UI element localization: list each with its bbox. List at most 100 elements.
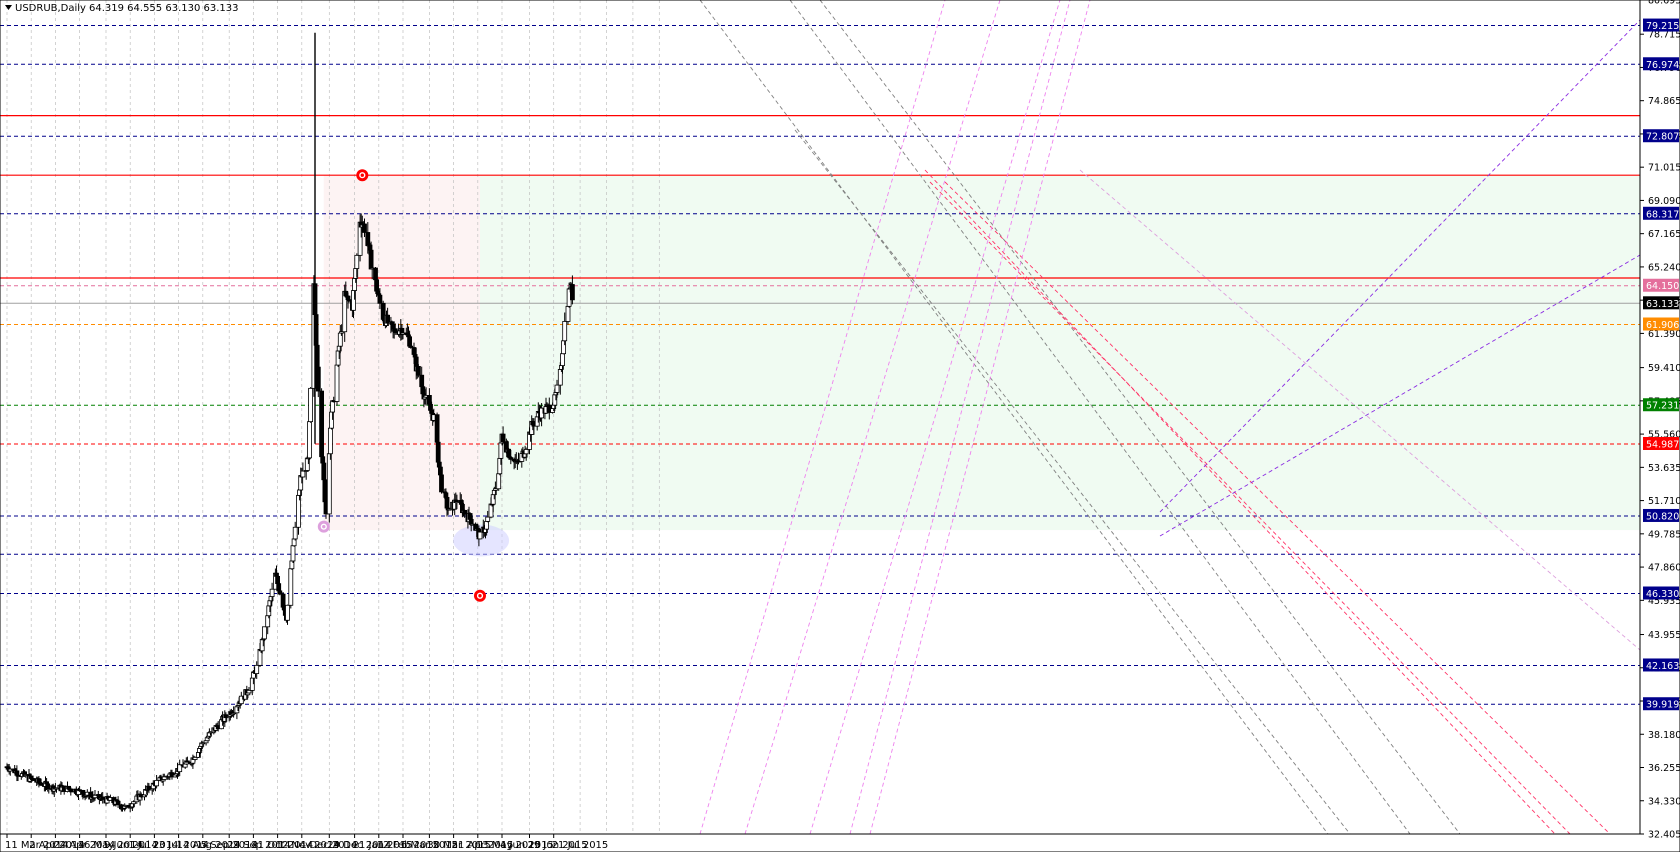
- event-marker: [474, 589, 486, 602]
- candle-body: [131, 801, 136, 805]
- candle-body: [315, 366, 321, 392]
- candle-body: [280, 593, 286, 608]
- price-label-box: [1643, 436, 1679, 450]
- x-tick-label: 9 Jun 2014: [104, 840, 158, 851]
- x-tick-label: 30 Mar 2015: [427, 840, 490, 851]
- y-tick-label: 71.015: [1648, 163, 1680, 174]
- candle-body: [338, 331, 344, 334]
- x-tick-label: 4 Jun 2015: [500, 840, 554, 851]
- price-label-box: [1643, 57, 1679, 71]
- candle-body: [231, 712, 237, 715]
- x-tick-label: 29 Sep 2014: [227, 840, 290, 851]
- candle-body: [200, 742, 206, 745]
- x-tick-label: 21 Jan 2015: [353, 840, 413, 851]
- pink-zone: [323, 175, 480, 531]
- event-marker: [317, 520, 330, 533]
- y-tick-label: 80.695: [1648, 0, 1680, 7]
- price-label-box: [1643, 129, 1679, 143]
- candle-body: [408, 345, 414, 348]
- trend-line: [809, 0, 1061, 835]
- candle-body: [307, 421, 312, 459]
- dropdown-triangle-icon[interactable]: [5, 5, 12, 10]
- candle-body: [154, 780, 160, 787]
- trend-line: [699, 0, 1329, 835]
- price-label-text: 63.133: [1646, 299, 1679, 310]
- x-tick-label: 2 Apr 2014: [29, 840, 84, 851]
- trend-line: [869, 0, 1091, 835]
- x-tick-label: 29 Jun 2015: [528, 840, 588, 851]
- candle-body: [496, 473, 502, 490]
- y-tick-label: 74.865: [1648, 96, 1680, 107]
- price-label-text: 46.330: [1646, 589, 1679, 600]
- zones-layer: [323, 175, 1640, 531]
- candle-body: [146, 785, 152, 791]
- price-label-text: 54.987: [1646, 439, 1679, 450]
- candle-body: [439, 474, 444, 493]
- candle-body: [238, 695, 244, 705]
- chart-header: USDRUB,Daily 64.319 64.555 63.130 63.133: [5, 3, 239, 14]
- candle-body: [334, 364, 340, 402]
- candles-layer: [4, 32, 575, 813]
- candle-body: [254, 664, 260, 674]
- candle-body: [562, 321, 568, 342]
- event-marker-ring: [359, 172, 366, 179]
- y-tick-label: 78.715: [1648, 30, 1680, 41]
- candle-body: [523, 449, 529, 455]
- x-tick-label: 14 Aug 2014: [177, 840, 241, 851]
- x-tick-label: 6 Mar 2015: [401, 840, 458, 851]
- x-tick-label: 5 Sep 2014: [201, 840, 258, 851]
- price-axis: 80.69578.71576.79074.86572.94071.01569.0…: [1640, 0, 1680, 841]
- y-tick-label: 59.410: [1648, 363, 1680, 374]
- trend-line: [1159, 254, 1641, 537]
- candle-body: [385, 314, 391, 324]
- price-label-box: [1643, 278, 1679, 292]
- trend-line: [924, 169, 1556, 835]
- price-label-text: 61.906: [1646, 320, 1679, 331]
- x-tick-label: 21 Apr 2015: [452, 840, 514, 851]
- candle-body: [326, 453, 332, 515]
- candle-body: [500, 433, 506, 443]
- event-marker-ring: [320, 523, 327, 530]
- candle-body: [269, 588, 275, 597]
- price-label-text: 76.974: [1646, 60, 1679, 71]
- candle-body: [434, 414, 440, 443]
- x-tick-label: 21 Oct 2014: [251, 840, 313, 851]
- y-tick-label: 65.240: [1648, 262, 1680, 273]
- price-label-box: [1643, 658, 1679, 672]
- x-tick-label: 11 Mar 2014: [5, 840, 68, 851]
- y-tick-label: 49.785: [1648, 529, 1680, 540]
- price-label-text: 50.820: [1646, 511, 1679, 522]
- event-marker: [356, 169, 369, 182]
- candle-body: [343, 290, 349, 297]
- price-label-box: [1643, 206, 1679, 220]
- candle-body: [492, 488, 498, 491]
- event-marker-ring: [476, 592, 484, 599]
- y-tick-label: 45.935: [1648, 596, 1680, 607]
- candle-body: [208, 731, 213, 734]
- candle-body: [277, 590, 283, 595]
- candle-body: [377, 294, 383, 304]
- price-label-box: [1643, 586, 1679, 600]
- candle-body: [467, 513, 473, 520]
- candle-body: [415, 365, 421, 376]
- x-tick-label: 12 Nov 2014: [276, 840, 340, 851]
- price-label-text: 39.919: [1646, 700, 1679, 711]
- candle-body: [565, 305, 571, 322]
- candle-body: [161, 776, 167, 780]
- candle-body: [290, 545, 296, 562]
- candle-body: [560, 353, 565, 366]
- price-label-box: [1643, 697, 1679, 711]
- x-tick-label: 12 Feb 2015: [377, 840, 439, 851]
- candle-body: [570, 284, 575, 301]
- y-tick-label: 51.710: [1648, 496, 1680, 507]
- price-label-box: [1643, 296, 1679, 310]
- candle-body: [184, 760, 190, 763]
- price-label-box: [1643, 508, 1679, 522]
- price-label-box: [1643, 398, 1679, 412]
- candle-body: [485, 516, 491, 522]
- y-tick-label: 55.560: [1648, 430, 1680, 441]
- candle-body: [192, 756, 198, 760]
